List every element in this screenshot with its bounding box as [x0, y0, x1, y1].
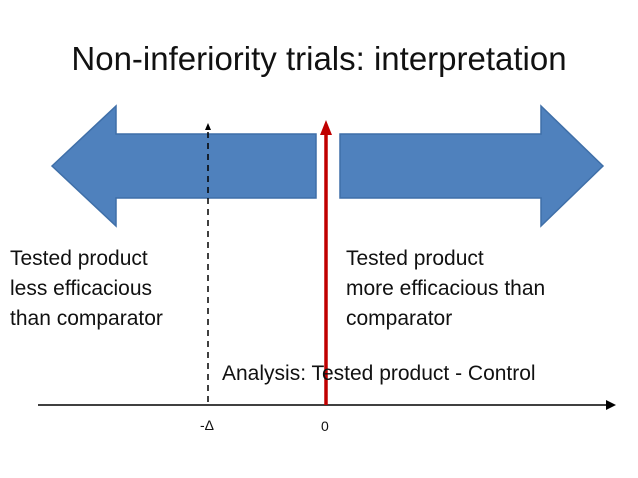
left-label-line: less efficacious [10, 277, 153, 300]
slide-title: Non-inferiority trials: interpretation [71, 40, 567, 77]
right-arrow [339, 104, 605, 228]
tick-label-margin: -Δ [200, 417, 215, 433]
right-label-line: Tested product [346, 247, 484, 270]
left-label-line: than comparator [10, 307, 163, 330]
left-region-label: Tested product less efficacious than com… [10, 244, 163, 334]
left-arrow [50, 104, 317, 228]
left-label-line: Tested product [10, 247, 148, 270]
right-label-line: more efficacious than [346, 277, 546, 300]
right-region-label: Tested product more efficacious than com… [346, 244, 545, 334]
x-axis-arrowhead [606, 400, 616, 410]
tick-label-zero: 0 [321, 418, 329, 434]
zero-line-arrowhead [320, 120, 332, 135]
right-label-line: comparator [346, 307, 453, 330]
margin-arrowhead [205, 123, 211, 130]
axis-caption: Analysis: Tested product - Control [222, 362, 536, 385]
